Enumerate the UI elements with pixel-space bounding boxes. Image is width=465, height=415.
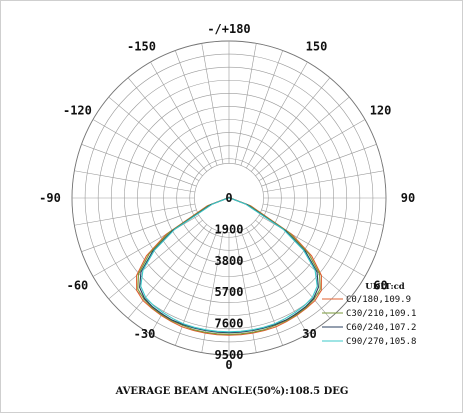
grid-spoke <box>150 61 212 169</box>
grid-spoke <box>81 144 197 187</box>
angle-label: -150 <box>127 39 156 53</box>
angle-label: -60 <box>67 279 89 293</box>
grid-spoke <box>234 43 257 165</box>
grid-spoke <box>81 209 197 252</box>
grid-spoke <box>255 219 350 300</box>
grid-spoke <box>246 227 308 335</box>
grid-spoke <box>262 203 384 226</box>
angle-label: -120 <box>63 104 92 118</box>
grid-spoke <box>250 77 331 172</box>
grid-spoke <box>108 96 203 177</box>
angle-label: 120 <box>370 104 392 118</box>
unit-label: UNIT:cd <box>365 282 404 292</box>
series-line <box>137 197 321 335</box>
grid-spoke <box>246 61 308 169</box>
grid-spoke <box>127 77 208 172</box>
legend-label: C90/270,105.8 <box>346 337 416 347</box>
grid-spoke <box>74 203 196 226</box>
series-line <box>139 197 319 334</box>
radial-tick-label: 0 <box>225 191 232 205</box>
angle-label: -30 <box>134 327 156 341</box>
grid-spoke <box>175 50 218 166</box>
legend-label: C30/210,109.1 <box>346 309 416 319</box>
radial-tick-label: 7600 <box>215 317 244 331</box>
grid-spoke <box>255 96 350 177</box>
legend-label: C60/240,107.2 <box>346 323 416 333</box>
angle-label: 30 <box>302 327 316 341</box>
angle-label: 60 <box>373 279 387 293</box>
grid-spoke <box>201 43 224 165</box>
grid-spoke <box>175 230 218 346</box>
series-line <box>136 197 322 336</box>
grid-spoke <box>258 119 366 181</box>
grid-spoke <box>150 227 212 335</box>
grid-spoke <box>127 224 208 319</box>
grid-spoke <box>92 119 200 181</box>
grid-spoke <box>240 50 283 166</box>
grid-spoke <box>108 219 203 300</box>
radial-tick-label: 3800 <box>215 254 244 268</box>
angle-label: -/+180 <box>207 22 250 36</box>
angle-label: 90 <box>401 191 415 205</box>
footer-beam-angle: AVERAGE BEAM ANGLE(50%):108.5 DEG <box>115 386 349 397</box>
grid-spoke <box>240 230 283 346</box>
grid-spoke <box>250 224 331 319</box>
angle-label: 0 <box>225 358 232 372</box>
radial-tick-label: 5700 <box>215 285 244 299</box>
radial-tick-label: 1900 <box>215 222 244 236</box>
angle-label: 150 <box>306 39 328 53</box>
grid-spoke <box>262 170 384 193</box>
grid-spoke <box>261 144 377 187</box>
series-line <box>140 197 318 333</box>
angle-label: -90 <box>39 191 61 205</box>
radial-tick-label: 9500 <box>215 348 244 362</box>
grid-spoke <box>261 209 377 252</box>
legend-label: C0/180,109.9 <box>346 295 411 305</box>
grid-spoke <box>74 170 196 193</box>
